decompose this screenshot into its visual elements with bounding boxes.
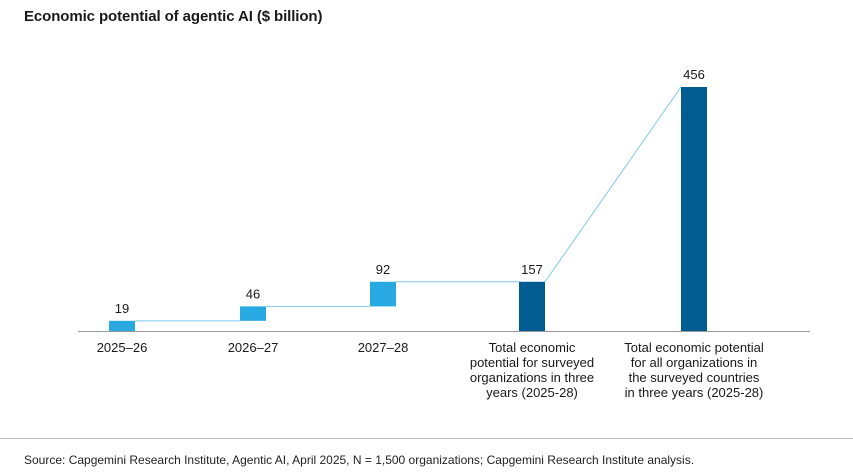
x-tick-label: 2026–27: [228, 340, 279, 355]
source-note: Source: Capgemini Research Institute, Ag…: [24, 453, 695, 467]
bar-0: [109, 320, 135, 331]
data-label: 46: [246, 286, 260, 301]
bar-3: [519, 281, 545, 331]
footer-divider: [0, 438, 853, 439]
data-label: 19: [115, 301, 129, 316]
x-tick-label: 2027–28: [358, 340, 409, 355]
x-tick-label: Total economic potential for all organiza…: [624, 340, 764, 400]
waterfall-chart: 19 46 92 157 456 2025–26 2026–27 2027–28 Total e…: [78, 67, 810, 400]
bar-1: [240, 306, 266, 321]
data-label: 157: [521, 262, 543, 277]
x-tick-label: 2025–26: [97, 340, 148, 355]
data-label: 456: [683, 67, 705, 82]
bar-4: [681, 87, 707, 331]
data-label: 92: [376, 262, 390, 277]
chart-title: Economic potential of agentic AI ($ bill…: [24, 8, 323, 25]
x-tick-label: Total economic potential for surveyed orga…: [470, 340, 594, 400]
connector-line: [544, 86, 682, 283]
bar-2: [370, 281, 396, 307]
